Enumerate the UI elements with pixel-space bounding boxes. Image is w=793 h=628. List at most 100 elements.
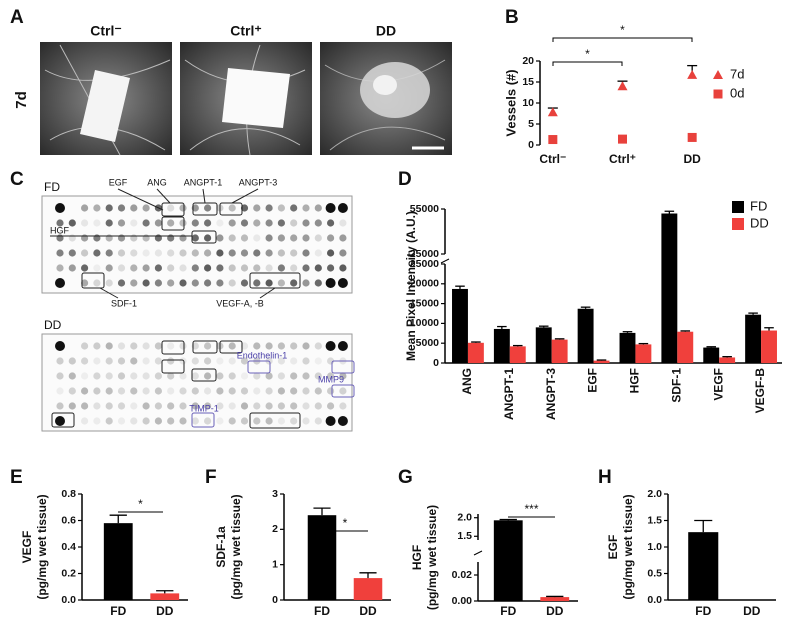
blot-dot — [216, 264, 224, 272]
blot-dot — [240, 417, 249, 425]
x-tick-label: DD — [546, 604, 564, 618]
blot-dot — [81, 219, 89, 227]
blot-dot — [56, 372, 64, 380]
image-label: Ctrl⁻ — [90, 23, 122, 39]
blot-dot — [56, 219, 64, 227]
marker-triangle — [713, 70, 723, 79]
error-bar — [156, 590, 174, 594]
blot-dot — [81, 417, 89, 425]
blot-dot — [55, 416, 65, 426]
blot-dot — [314, 342, 322, 350]
blot-dot — [204, 387, 212, 395]
x-tick-label: Ctrl⁻ — [539, 152, 566, 166]
blot-dot — [142, 219, 150, 227]
blot-dot — [253, 417, 261, 425]
blot-dot — [191, 387, 199, 395]
blot-dot — [277, 234, 285, 242]
y-tick-label: 0 — [433, 357, 439, 369]
blot-dot — [167, 417, 175, 425]
blot-boxes-highlight — [191, 360, 355, 428]
blot-dot — [167, 357, 175, 365]
blot-dot — [117, 417, 126, 425]
blot-dot — [93, 219, 101, 227]
blot-dot — [154, 234, 162, 242]
blot-label: FD — [44, 180, 60, 194]
blot-dot — [81, 372, 89, 380]
blot-dot — [290, 249, 298, 257]
bar — [577, 308, 594, 363]
y-axis-label: HGF — [410, 545, 424, 570]
blot-dot — [265, 279, 273, 287]
marker-square — [548, 135, 558, 145]
error-bar — [497, 325, 507, 329]
blot-dot — [204, 264, 212, 272]
blot-dot — [290, 402, 298, 410]
blot-dot — [265, 372, 273, 380]
legend-label: DD — [750, 215, 769, 230]
blot-dot — [253, 402, 261, 410]
bar — [535, 327, 552, 363]
blot-dot — [142, 249, 150, 257]
blot-dot — [81, 357, 89, 365]
blot-dot — [314, 417, 322, 425]
blot-dot — [130, 372, 138, 380]
panel-letter: E — [10, 467, 23, 488]
blot-dot — [265, 219, 273, 227]
blot-dot — [327, 264, 335, 272]
y-tick-label: 0.5 — [647, 567, 662, 579]
blot-dot — [339, 402, 347, 410]
bar — [452, 288, 468, 363]
blot-dot — [228, 417, 236, 425]
blot-dot — [337, 203, 348, 213]
blot-dot — [204, 279, 212, 287]
bar — [719, 357, 736, 363]
blot-dot — [179, 387, 187, 395]
blot-dot — [154, 249, 162, 257]
blot-dot — [81, 402, 89, 410]
y-tick-label: 1.0 — [647, 541, 662, 553]
blot-dot — [339, 234, 347, 242]
blot-dot — [154, 402, 162, 410]
significance-bracket — [552, 61, 623, 66]
error-bar — [313, 507, 331, 516]
blot-dot — [167, 402, 175, 410]
blot-dot — [179, 402, 187, 410]
significance-label: * — [585, 47, 590, 61]
blot-dot — [191, 417, 199, 425]
y-tick-label: 0.8 — [61, 488, 76, 500]
blot-dot — [277, 249, 285, 257]
bar — [593, 360, 610, 363]
blot-dot — [105, 387, 113, 395]
blot-dot — [290, 417, 298, 425]
blot-dot — [130, 402, 138, 410]
y-axis-label: (pg/mg wet tissue) — [35, 494, 49, 599]
blot-dot — [93, 417, 101, 425]
significance-label: *** — [524, 502, 538, 516]
blot-dot — [253, 219, 261, 227]
blot-dot — [253, 279, 261, 287]
y-tick-label: 0.6 — [61, 514, 76, 526]
x-tick-label: EGF — [586, 368, 600, 393]
blot-dot — [314, 387, 322, 395]
x-tick-label: FD — [695, 604, 711, 618]
y-tick-label: 25000 — [410, 248, 439, 260]
blot-dot — [265, 249, 273, 257]
blot-dot — [204, 204, 212, 212]
y-tick-label: 20 — [522, 55, 534, 67]
panel-letter: C — [10, 169, 24, 190]
x-tick-label: DD — [743, 604, 761, 618]
blot-dot — [216, 219, 224, 227]
blot-dot — [56, 249, 64, 257]
blot-dot — [167, 204, 175, 212]
blot-dot — [240, 279, 249, 287]
bar — [509, 346, 526, 363]
blot-dot — [167, 264, 175, 272]
y-tick-label: 25000 — [410, 258, 439, 270]
blot-dot — [277, 402, 285, 410]
blot-dot — [81, 387, 89, 395]
blot-dot — [314, 279, 322, 287]
blot-dot — [167, 249, 175, 257]
blot-dot — [290, 279, 298, 287]
blot-dot — [179, 219, 187, 227]
